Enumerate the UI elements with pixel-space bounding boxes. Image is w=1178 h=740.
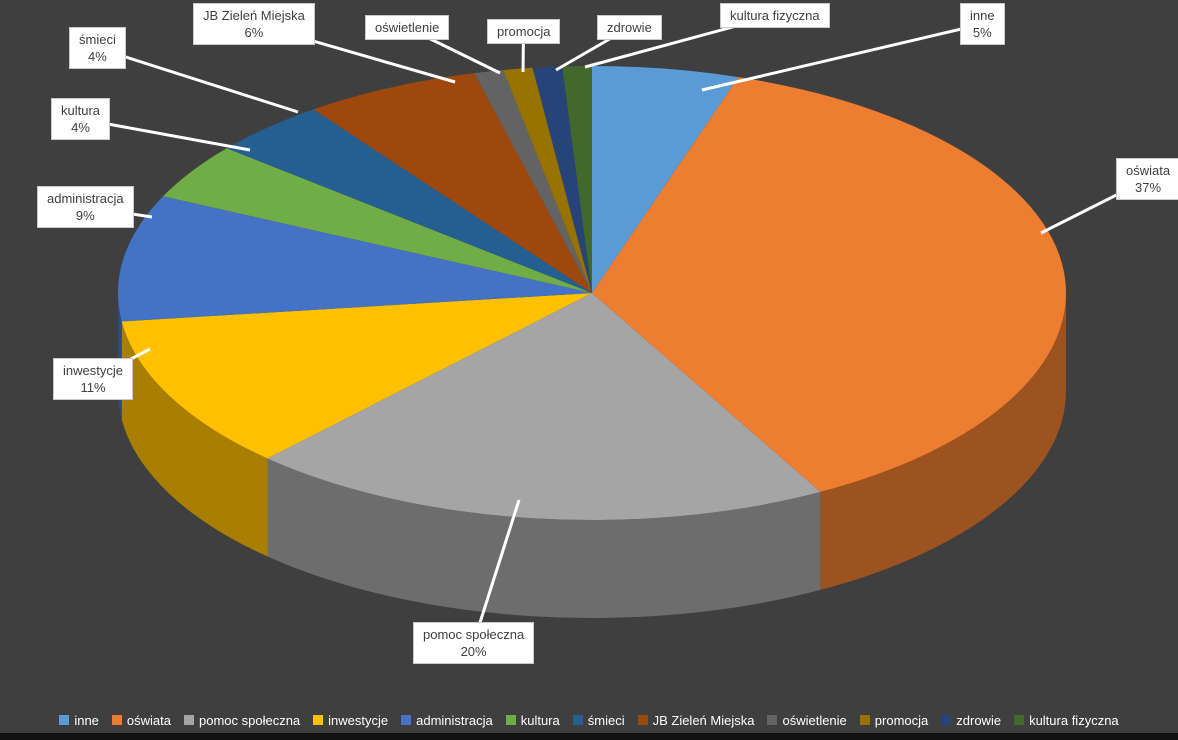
pie-slice-jb-zieleń-miejska[interactable] <box>313 73 592 293</box>
data-label-category: inne <box>970 8 995 23</box>
data-label-category: JB Zieleń Miejska <box>203 8 305 23</box>
data-label-percent: 5% <box>972 25 992 40</box>
legend-item-administracja[interactable]: administracja <box>401 713 493 728</box>
data-label-percent: 6% <box>244 25 264 40</box>
pie-slice-promocja[interactable] <box>503 67 592 293</box>
pie-slice-side-pomoc-społeczna <box>267 458 821 619</box>
pie-slice-administracja[interactable] <box>117 196 592 322</box>
pie-slice-kultura[interactable] <box>163 148 592 293</box>
data-label-category: zdrowie <box>607 20 652 35</box>
legend-label: kultura <box>520 712 560 728</box>
window-bottom-edge <box>0 733 1178 740</box>
legend-label: JB Zieleń Miejska <box>652 712 755 728</box>
leader-line-pomoc-społeczna <box>472 499 521 644</box>
data-label-category: kultura fizyczna <box>730 8 820 23</box>
legend-item-jb-zieleń-miejska[interactable]: JB Zieleń Miejska <box>637 712 755 728</box>
legend-item-inne[interactable]: inne <box>59 713 99 728</box>
legend-item-zdrowie[interactable]: zdrowie <box>941 713 1001 728</box>
data-label-administracja[interactable]: administracja 9% <box>37 186 134 228</box>
leader-line-inne <box>701 22 983 92</box>
pie-slice-side-oświata <box>820 293 1066 590</box>
legend-item-inwestycje[interactable]: inwestycje <box>313 713 388 728</box>
legend-label: oświata <box>126 712 171 728</box>
legend-swatch-śmieci <box>572 715 583 725</box>
data-label-percent: 4% <box>88 49 107 64</box>
pie-slice-pomoc-społeczna[interactable] <box>267 293 821 521</box>
legend-swatch-inne <box>59 715 70 725</box>
data-label-inne[interactable]: inne 5% <box>960 3 1005 45</box>
pie-slice-zdrowie[interactable] <box>532 66 592 294</box>
legend-item-kultura[interactable]: kultura <box>505 712 560 728</box>
legend-swatch-kultura <box>505 715 516 725</box>
data-label-zdrowie[interactable]: zdrowie <box>597 15 662 40</box>
data-label-category: inwestycje <box>63 363 123 378</box>
data-label-pomoc-społeczna[interactable]: pomoc społeczna 20% <box>413 622 535 664</box>
data-label-jb-zieleń-miejska[interactable]: JB Zieleń Miejska 6% <box>193 3 315 45</box>
legend-swatch-administracja <box>401 715 412 725</box>
legend-label: oświetlenie <box>782 712 847 728</box>
leader-line-śmieci <box>97 46 299 114</box>
legend-swatch-kultura-fizyczna <box>1014 715 1025 725</box>
pie-slice-side-inwestycje <box>121 321 268 557</box>
data-label-category: oświata <box>1126 163 1171 178</box>
data-label-category: oświetlenie <box>375 20 440 35</box>
chart-legend: inne oświata pomoc społeczna inwestycje admi… <box>0 704 1178 736</box>
pie-slice-inwestycje[interactable] <box>121 293 592 459</box>
pie-slice-inne[interactable] <box>592 65 739 293</box>
legend-label: promocja <box>874 712 929 728</box>
data-label-oświata[interactable]: oświata 37% <box>1116 158 1178 200</box>
legend-item-kultura-fizyczna[interactable]: kultura fizyczna <box>1014 713 1119 728</box>
data-label-inwestycje[interactable]: inwestycje 11% <box>53 358 133 400</box>
data-label-percent: 9% <box>75 208 95 223</box>
legend-swatch-oświata <box>111 715 122 725</box>
data-label-category: kultura <box>61 103 101 118</box>
legend-swatch-oświetlenie <box>767 715 778 725</box>
legend-swatch-jb-zieleń-miejska <box>637 715 648 725</box>
legend-label: pomoc społeczna <box>198 712 301 728</box>
data-label-kultura[interactable]: kultura 4% <box>51 98 111 140</box>
data-label-śmieci[interactable]: śmieci 4% <box>69 27 126 69</box>
legend-item-oświetlenie[interactable]: oświetlenie <box>767 712 847 728</box>
legend-label: administracja <box>416 712 493 728</box>
data-label-category: promocja <box>497 24 551 39</box>
data-label-category: śmieci <box>79 32 116 47</box>
legend-swatch-zdrowie <box>941 715 952 725</box>
legend-label: inne <box>74 712 99 728</box>
pie-slice-oświetlenie[interactable] <box>474 70 592 293</box>
data-label-promocja[interactable]: promocja <box>487 19 561 44</box>
data-label-percent: 20% <box>460 644 487 659</box>
data-label-kultura-fizyczna[interactable]: kultura fizyczna <box>720 3 830 28</box>
legend-label: inwestycje <box>328 712 389 728</box>
legend-swatch-pomoc-społeczna <box>183 715 194 725</box>
legend-label: kultura fizyczna <box>1029 712 1119 728</box>
legend-item-pomoc-społeczna[interactable]: pomoc społeczna <box>183 712 301 728</box>
legend-item-oświata[interactable]: oświata <box>111 712 171 728</box>
pie-slice-śmieci[interactable] <box>226 109 593 294</box>
data-label-category: administracja <box>47 191 124 206</box>
legend-item-promocja[interactable]: promocja <box>859 712 929 728</box>
data-label-percent: 4% <box>71 120 90 135</box>
data-label-percent: 37% <box>1135 180 1162 195</box>
legend-item-śmieci[interactable]: śmieci <box>572 712 625 728</box>
data-label-category: pomoc społeczna <box>423 627 525 642</box>
legend-swatch-inwestycje <box>313 715 324 725</box>
data-label-percent: 11% <box>80 380 106 395</box>
legend-label: zdrowie <box>956 712 1002 728</box>
pie-slice-kultura-fizyczna[interactable] <box>562 65 592 294</box>
data-label-oświetlenie[interactable]: oświetlenie <box>365 15 450 40</box>
legend-swatch-promocja <box>859 715 870 725</box>
legend-label: śmieci <box>587 712 625 728</box>
pie-slice-oświata[interactable] <box>592 77 1067 492</box>
